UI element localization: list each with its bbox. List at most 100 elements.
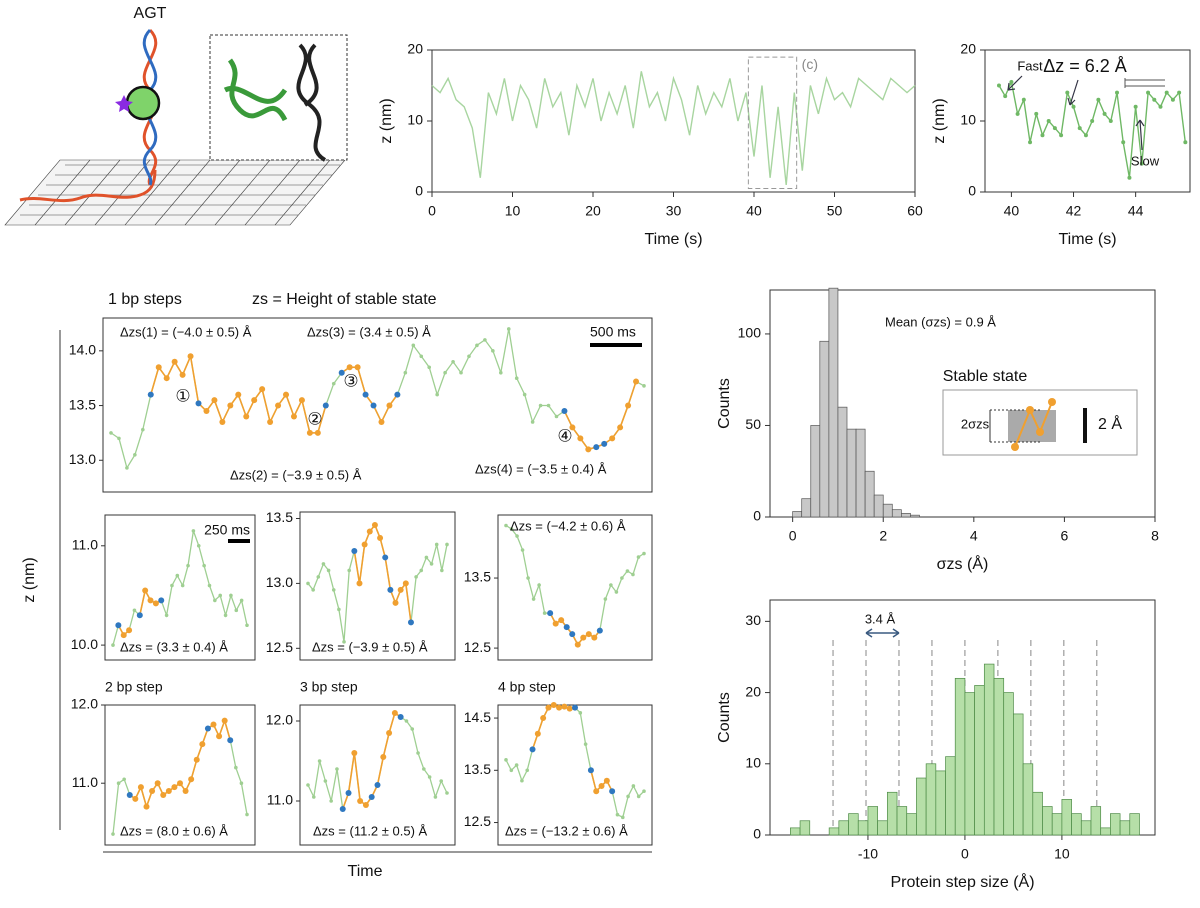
- trace-point: [311, 588, 315, 592]
- trace-point: [636, 794, 641, 799]
- trace-point: [235, 391, 242, 398]
- trace-point: [601, 440, 608, 447]
- trace-point: [361, 541, 368, 548]
- bar: [846, 428, 857, 518]
- trace-point: [427, 775, 432, 779]
- bar: [855, 428, 866, 518]
- trace-point: [323, 779, 328, 783]
- trace-point: [520, 778, 524, 783]
- trace-point: [598, 782, 605, 789]
- arrow: [1007, 75, 1023, 91]
- trace-point: [642, 384, 646, 388]
- trace-line: [307, 711, 448, 810]
- trace-point: [996, 83, 1001, 88]
- bar: [882, 503, 893, 518]
- plot-frame: [769, 289, 1156, 518]
- trace-point: [219, 418, 226, 425]
- trace-point: [221, 717, 228, 724]
- trace-point: [550, 702, 557, 708]
- trace-point: [407, 619, 414, 626]
- trace-point: [1021, 97, 1026, 102]
- trace-point: [617, 424, 624, 431]
- trace-point: [132, 795, 139, 802]
- annotation: Fast: [1017, 58, 1043, 73]
- trace-point: [345, 790, 352, 796]
- panel-frame: [299, 511, 456, 661]
- trace-point: [625, 402, 632, 409]
- trace-point: [116, 781, 121, 786]
- y-tick-label: 13.0: [266, 574, 293, 590]
- bar: [1119, 820, 1131, 836]
- trace-point: [338, 369, 345, 376]
- trace-point: [1009, 79, 1014, 84]
- trace-point: [580, 634, 587, 641]
- trace-point: [245, 623, 249, 628]
- trace-point: [322, 402, 329, 409]
- bar: [1129, 813, 1140, 836]
- x-axis-label: σzs (Å): [937, 554, 989, 573]
- state-segment: [237, 394, 247, 417]
- state-segment: [382, 732, 390, 758]
- trace-point: [591, 634, 598, 641]
- trace-point: [326, 568, 331, 573]
- trace-point: [547, 610, 554, 617]
- trace-point: [1139, 161, 1144, 166]
- trace-point: [556, 704, 563, 711]
- trace-point: [515, 534, 519, 538]
- stable-state-inset: [942, 389, 1138, 456]
- trace-point: [354, 364, 361, 371]
- trace-point: [520, 548, 525, 552]
- trace-point: [187, 353, 194, 360]
- trace-point: [620, 815, 625, 820]
- trace-point: [120, 632, 127, 639]
- trace-point: [213, 598, 217, 603]
- state-segment: [301, 399, 311, 434]
- trace-point: [1034, 111, 1039, 116]
- trace-point: [1046, 119, 1051, 123]
- trace-point: [1052, 126, 1057, 131]
- y-tick-label: 0: [415, 183, 423, 199]
- bar: [837, 406, 848, 518]
- schematic: AGT: [4, 5, 348, 226]
- trace-point: [267, 418, 274, 425]
- annotation: 2σzs: [961, 416, 990, 431]
- trace-point: [239, 598, 244, 603]
- x-tick-label: 40: [1004, 203, 1020, 219]
- state-segment: [563, 410, 574, 428]
- trace-point: [227, 402, 234, 409]
- trace-point: [317, 759, 322, 763]
- trace-point: [386, 402, 393, 409]
- state-segment: [627, 381, 637, 406]
- trace-point: [1133, 104, 1138, 109]
- x-tick-label: 2: [879, 528, 887, 544]
- trace-point: [429, 562, 434, 566]
- trace-point: [1121, 140, 1126, 145]
- bar: [945, 756, 956, 836]
- y-tick-label: 30: [745, 612, 761, 628]
- trace-point: [141, 427, 145, 432]
- trace-point: [171, 358, 178, 365]
- trace-point: [245, 812, 249, 817]
- trace-point: [331, 588, 336, 592]
- trace-point: [596, 627, 603, 634]
- trace-point: [443, 370, 447, 375]
- annotation: Δzs(2) = (−3.9 ± 0.5) Å: [230, 467, 362, 482]
- trace-point: [111, 643, 115, 647]
- trace-point: [631, 572, 635, 577]
- trace-point: [445, 542, 449, 547]
- annotation: Mean (σzs) = 0.9 Å: [885, 314, 996, 329]
- trace-point: [525, 768, 530, 773]
- bar: [1071, 813, 1082, 836]
- trace-point: [211, 397, 218, 404]
- trace-point: [133, 452, 137, 457]
- trace-point: [451, 359, 455, 364]
- y-tick-label: 13.5: [464, 761, 491, 777]
- trace-point: [394, 391, 401, 398]
- trace-point: [1164, 90, 1169, 95]
- trace-point: [149, 788, 156, 795]
- trace-point: [171, 784, 178, 791]
- bar: [828, 287, 839, 518]
- trace-point: [514, 763, 519, 767]
- trace-point: [569, 424, 576, 431]
